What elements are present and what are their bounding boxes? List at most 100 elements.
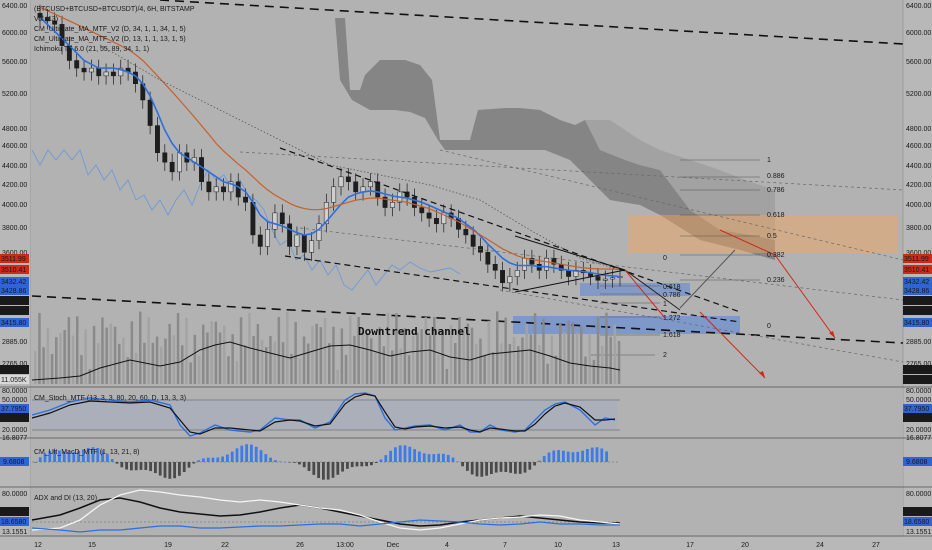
volume-bar — [416, 332, 419, 384]
left-axis-badges: 3511.99 3510.41 3432.42 3428.86 3415.80 01:26… — [0, 254, 29, 384]
adx-pane[interactable] — [32, 488, 903, 535]
candle — [544, 257, 550, 271]
macd-bar — [470, 462, 474, 475]
stoch-right-label: 16.8077 — [906, 435, 931, 442]
volume-bar — [584, 356, 587, 384]
ichimoku-cloud — [335, 18, 775, 260]
candle — [301, 234, 307, 253]
macd-badge-bg — [903, 457, 932, 466]
macd-bar — [437, 453, 440, 462]
macd-bar — [192, 462, 196, 464]
time-label: 15 — [88, 542, 96, 549]
macd-bar — [53, 450, 56, 462]
left-price-label: 4200.00 — [2, 182, 27, 189]
volume-bar — [176, 313, 180, 384]
right-badge-bg — [903, 306, 932, 315]
right-price-label: 6400.00 — [906, 3, 931, 10]
candle — [221, 186, 226, 193]
macd-bar — [341, 462, 344, 472]
candle — [118, 67, 124, 77]
left-price-label: 3800.00 — [2, 225, 27, 232]
right-badge-bg — [903, 254, 932, 263]
time-label: 17 — [686, 542, 694, 549]
volume-bar — [559, 323, 562, 384]
right-badge-bg — [903, 375, 932, 384]
macd-bar — [379, 459, 383, 462]
macd-bar — [398, 445, 402, 462]
left-price-axis[interactable] — [0, 0, 30, 550]
volume-bar — [210, 321, 213, 384]
volume-bar — [286, 311, 289, 384]
candle — [492, 263, 498, 271]
triangle-lower — [514, 269, 626, 293]
macd-bar — [163, 462, 167, 478]
volume-bar — [101, 317, 104, 384]
macd-bar — [283, 461, 287, 463]
volume-bar — [38, 313, 41, 384]
macd-bar — [298, 462, 301, 465]
volume-bar — [151, 342, 155, 384]
volume-bar — [575, 332, 579, 384]
candle — [331, 186, 337, 203]
volume-bar — [592, 359, 596, 384]
volume-bar — [181, 345, 184, 384]
volume-bar — [517, 346, 520, 384]
candle — [338, 176, 344, 188]
volume-bar — [197, 355, 201, 384]
fib-lower-label: 1 — [663, 301, 667, 308]
candle — [529, 257, 535, 265]
volume-bar — [361, 330, 365, 384]
macd-bar — [590, 447, 594, 462]
volume-bar — [596, 316, 600, 384]
macd-bar — [144, 462, 148, 470]
macd-title: CM_Ult_MacD_MTF (1, 13, 21, 8) — [34, 449, 139, 456]
right-badge: 19.08K — [904, 367, 927, 374]
right-axis-labels: 6400.00 6000.00 5600.00 5200.00 4800.00 4600.… — [906, 3, 931, 368]
macd-bar — [139, 462, 143, 470]
volume-bar — [491, 352, 495, 384]
adx-badge-bg — [0, 507, 29, 516]
legend-symbol[interactable]: (BTCUSD+BTCUSD+BTCUSDT)/4, 6H, BITSTAMP — [34, 6, 195, 13]
macd-bar — [67, 452, 71, 462]
macd-bar — [264, 454, 268, 462]
macd-bar — [43, 453, 47, 462]
volume-bar — [34, 351, 37, 384]
macd-bar — [202, 458, 205, 462]
candle — [375, 181, 381, 198]
volume-bar — [496, 311, 499, 384]
candle — [602, 278, 608, 281]
macd-bar — [586, 449, 589, 462]
volume-bar — [311, 325, 314, 384]
time-axis[interactable] — [0, 537, 932, 550]
candle — [353, 181, 359, 193]
fib-upper-labels: 1 0.886 0.786 0.618 0.5 0.382 0.236 0 — [663, 157, 785, 284]
left-badge-bg — [0, 286, 29, 295]
volume-bar — [563, 332, 566, 384]
macd-bar — [475, 462, 479, 477]
macd-bar — [446, 454, 450, 462]
volume-bar — [403, 328, 407, 384]
macd-bar — [245, 444, 248, 462]
volume-bar — [441, 330, 444, 384]
macd-bar — [350, 462, 354, 468]
volume-bar — [122, 337, 125, 384]
left-price-label: 4400.00 — [2, 163, 27, 170]
fib-lower-label: 0 — [767, 323, 771, 330]
volume-bar — [475, 344, 478, 384]
right-badge-bg — [903, 286, 932, 295]
volume-bar — [483, 355, 486, 384]
ichimoku-cloud-light — [585, 120, 775, 240]
right-badge-bg — [903, 318, 932, 327]
candle — [279, 212, 285, 225]
macd-bar — [58, 450, 61, 462]
volume-bar — [294, 321, 297, 384]
right-price-axis[interactable] — [903, 0, 932, 550]
fib-lower-label: 0.618 — [663, 284, 681, 291]
macd-bar — [427, 454, 431, 462]
volume-bar — [508, 343, 512, 384]
stoch-right-label: 80.0000 — [906, 388, 931, 395]
candle — [199, 157, 204, 183]
volume-bar — [84, 329, 87, 384]
candle — [155, 125, 160, 154]
